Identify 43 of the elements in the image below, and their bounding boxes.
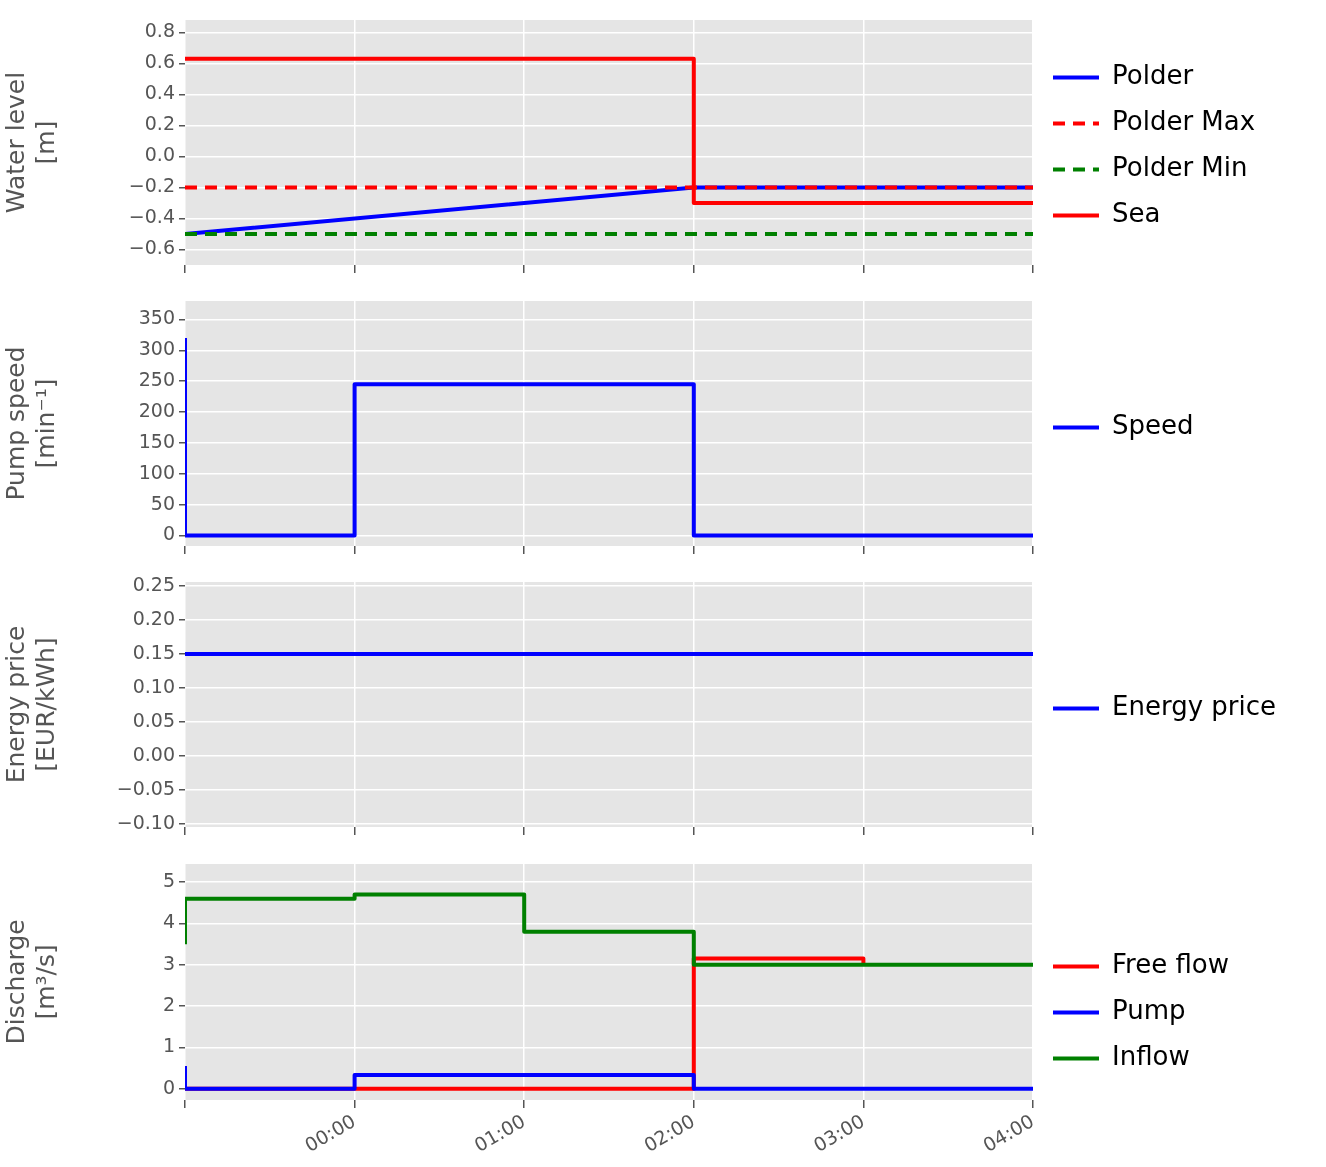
- y-tick-label: 0.0: [144, 143, 175, 166]
- y-tick-label: 0.05: [132, 708, 175, 731]
- y-tick-label: 0.8: [144, 19, 175, 42]
- y-tick-label: 0.10: [132, 674, 175, 697]
- y-tick-label: 0.15: [132, 640, 175, 663]
- legend-label: Speed: [1112, 410, 1194, 441]
- y-tick-label: 0: [162, 1075, 175, 1098]
- y-tick-label: 300: [138, 337, 175, 360]
- y-axis-title: Energy price [EUR/kWh]: [0, 625, 60, 784]
- y-axis-title: Water level [m]: [0, 71, 60, 214]
- y-tick-label: 0.00: [132, 742, 175, 765]
- legend-label: Free flow: [1112, 949, 1229, 980]
- y-tick-label: 150: [138, 429, 175, 452]
- y-tick-label: 2: [162, 993, 175, 1016]
- y-tick-label: 0: [162, 522, 175, 545]
- legend-label: Polder Max: [1112, 106, 1256, 137]
- y-tick-label: 100: [138, 460, 175, 483]
- y-tick-label: −0.2: [128, 174, 175, 197]
- y-tick-label: 0.2: [144, 112, 175, 135]
- y-axis-title: Pump speed [min⁻¹]: [0, 346, 60, 501]
- y-tick-label: −0.10: [116, 810, 175, 833]
- y-tick-label: 0.20: [132, 606, 175, 629]
- y-tick-label: 5: [162, 869, 175, 892]
- legend-label: Polder Min: [1112, 152, 1248, 183]
- y-tick-label: 4: [162, 910, 175, 933]
- legend-label: Energy price: [1112, 691, 1276, 722]
- legend-label: Pump: [1112, 995, 1186, 1026]
- y-tick-label: 3: [162, 951, 175, 974]
- y-tick-label: −0.6: [128, 236, 175, 259]
- y-tick-label: 0.4: [144, 81, 175, 104]
- y-tick-label: 0.6: [144, 50, 175, 73]
- y-tick-label: −0.4: [128, 205, 175, 228]
- legend-label: Polder: [1112, 60, 1194, 91]
- y-tick-label: 200: [138, 399, 175, 422]
- y-tick-label: 350: [138, 306, 175, 329]
- y-tick-label: −0.05: [116, 776, 175, 799]
- y-tick-label: 50: [150, 491, 175, 514]
- y-tick-label: 250: [138, 368, 175, 391]
- legend-label: Inflow: [1112, 1041, 1190, 1072]
- legend-label: Sea: [1112, 198, 1161, 229]
- y-axis-title: Discharge [m³/s]: [0, 919, 60, 1045]
- y-tick-label: 0.25: [132, 573, 175, 596]
- y-tick-label: 1: [162, 1034, 175, 1057]
